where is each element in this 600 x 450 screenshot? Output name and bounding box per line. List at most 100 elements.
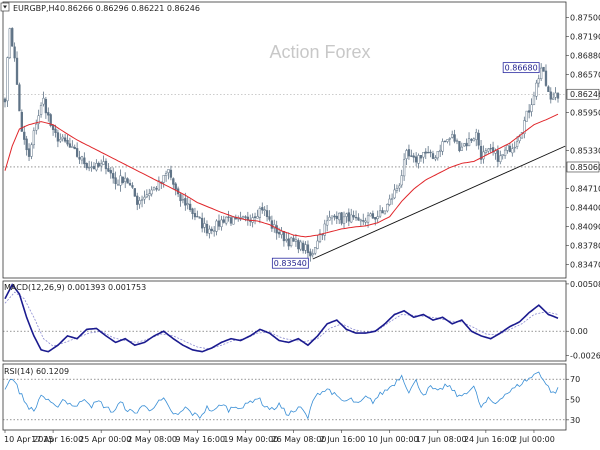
- candle-body: [405, 150, 408, 159]
- candle-body: [431, 153, 435, 159]
- rsi-tick-label: 50: [570, 396, 580, 405]
- candle-body: [422, 152, 425, 158]
- price-tick-label-box: [566, 161, 600, 173]
- candle-body: [381, 210, 384, 214]
- candle-body: [501, 154, 504, 156]
- time-tick-label: 2 Jun 16:00: [320, 435, 366, 444]
- time-tick-label: 17 Apr 16:00: [31, 435, 83, 444]
- candle-body: [460, 146, 463, 151]
- candle-body: [472, 138, 475, 142]
- candle-body: [128, 183, 132, 186]
- candle-body: [441, 141, 444, 152]
- candle-body: [148, 193, 151, 197]
- moving-average: [4, 113, 559, 238]
- candle-body: [169, 169, 173, 178]
- candle-body: [506, 145, 509, 151]
- candle-body: [73, 147, 76, 150]
- candle-body: [345, 213, 348, 217]
- price-tick-label: 0.84400: [570, 203, 600, 212]
- candle-body: [193, 213, 197, 218]
- candle-body: [451, 134, 454, 138]
- candle-body: [357, 217, 360, 221]
- candle-body: [232, 216, 235, 225]
- candle-body: [253, 216, 257, 219]
- candle-body: [484, 150, 488, 154]
- candle-body: [164, 173, 168, 176]
- candle-body: [518, 136, 521, 142]
- candle-body: [100, 163, 103, 167]
- price-tick-label: 0.84710: [570, 184, 600, 193]
- candle-body: [203, 223, 206, 228]
- candle-body: [181, 199, 185, 201]
- candle-body: [208, 228, 211, 234]
- moving-average-line: [4, 113, 559, 238]
- candle-body: [80, 156, 84, 161]
- candle-body: [390, 198, 394, 200]
- candle-body: [71, 146, 74, 148]
- price-tag-label: 0.83540: [274, 259, 307, 268]
- candle-body: [402, 159, 406, 177]
- candle-body: [136, 195, 139, 205]
- candle-body: [359, 219, 362, 222]
- candle-body: [285, 239, 288, 241]
- candle-body: [25, 138, 28, 151]
- macd-pane-frame: [2, 280, 567, 362]
- candle-body: [88, 167, 91, 169]
- candle-body: [376, 216, 379, 219]
- candle-body: [92, 165, 96, 170]
- rsi-pane: [4, 371, 559, 420]
- candle-body: [229, 217, 233, 224]
- candle-body: [448, 138, 451, 140]
- candle-body: [342, 216, 346, 224]
- candle-body: [407, 149, 411, 157]
- price-tick-label: 0.87190: [570, 32, 600, 41]
- candle-body: [30, 144, 33, 157]
- candle-body: [412, 155, 415, 158]
- candle-body: [316, 240, 319, 249]
- candle-body: [544, 70, 548, 86]
- candle-body: [198, 217, 201, 219]
- candle-body: [56, 132, 60, 142]
- rsi-pane-frame: [2, 363, 567, 431]
- candle-body: [258, 208, 262, 218]
- candle-body: [275, 225, 278, 234]
- candle-body: [268, 216, 271, 220]
- candle-body: [179, 194, 182, 202]
- candle-body: [455, 140, 459, 142]
- time-tick-label: 2 Jul 00:00: [512, 435, 555, 444]
- candle-body: [326, 220, 329, 226]
- candle-body: [265, 210, 269, 218]
- candle-body: [184, 198, 187, 206]
- time-tick-label: 25 Apr 00:00: [79, 435, 131, 444]
- candle-body: [465, 142, 468, 147]
- candle-body: [8, 28, 11, 58]
- candle-body: [318, 233, 322, 242]
- candle-body: [27, 148, 31, 157]
- candle-body: [188, 203, 192, 210]
- candle-body: [527, 110, 531, 113]
- candle-body: [289, 237, 293, 247]
- candle-body: [126, 178, 129, 184]
- candle-body: [429, 151, 432, 154]
- candle-body: [364, 220, 367, 223]
- price-tick-label: 0.85330: [570, 146, 600, 155]
- candle-body: [463, 143, 466, 147]
- candle-body: [263, 209, 266, 211]
- candle-body: [280, 230, 283, 235]
- candle-body: [270, 220, 274, 229]
- candle-body: [530, 104, 533, 112]
- candle-body: [292, 237, 295, 242]
- candle-body: [102, 161, 105, 165]
- candle-body: [37, 115, 40, 124]
- candle-body: [340, 212, 343, 224]
- time-tick-label: 10 Jun 00:00: [368, 435, 419, 444]
- candle-body: [417, 155, 420, 164]
- candle-body: [350, 214, 353, 223]
- candle-body: [61, 136, 64, 140]
- macd-pane: [4, 283, 559, 353]
- candle-body: [388, 198, 391, 205]
- candle-body: [15, 57, 19, 85]
- candle-body: [85, 163, 88, 169]
